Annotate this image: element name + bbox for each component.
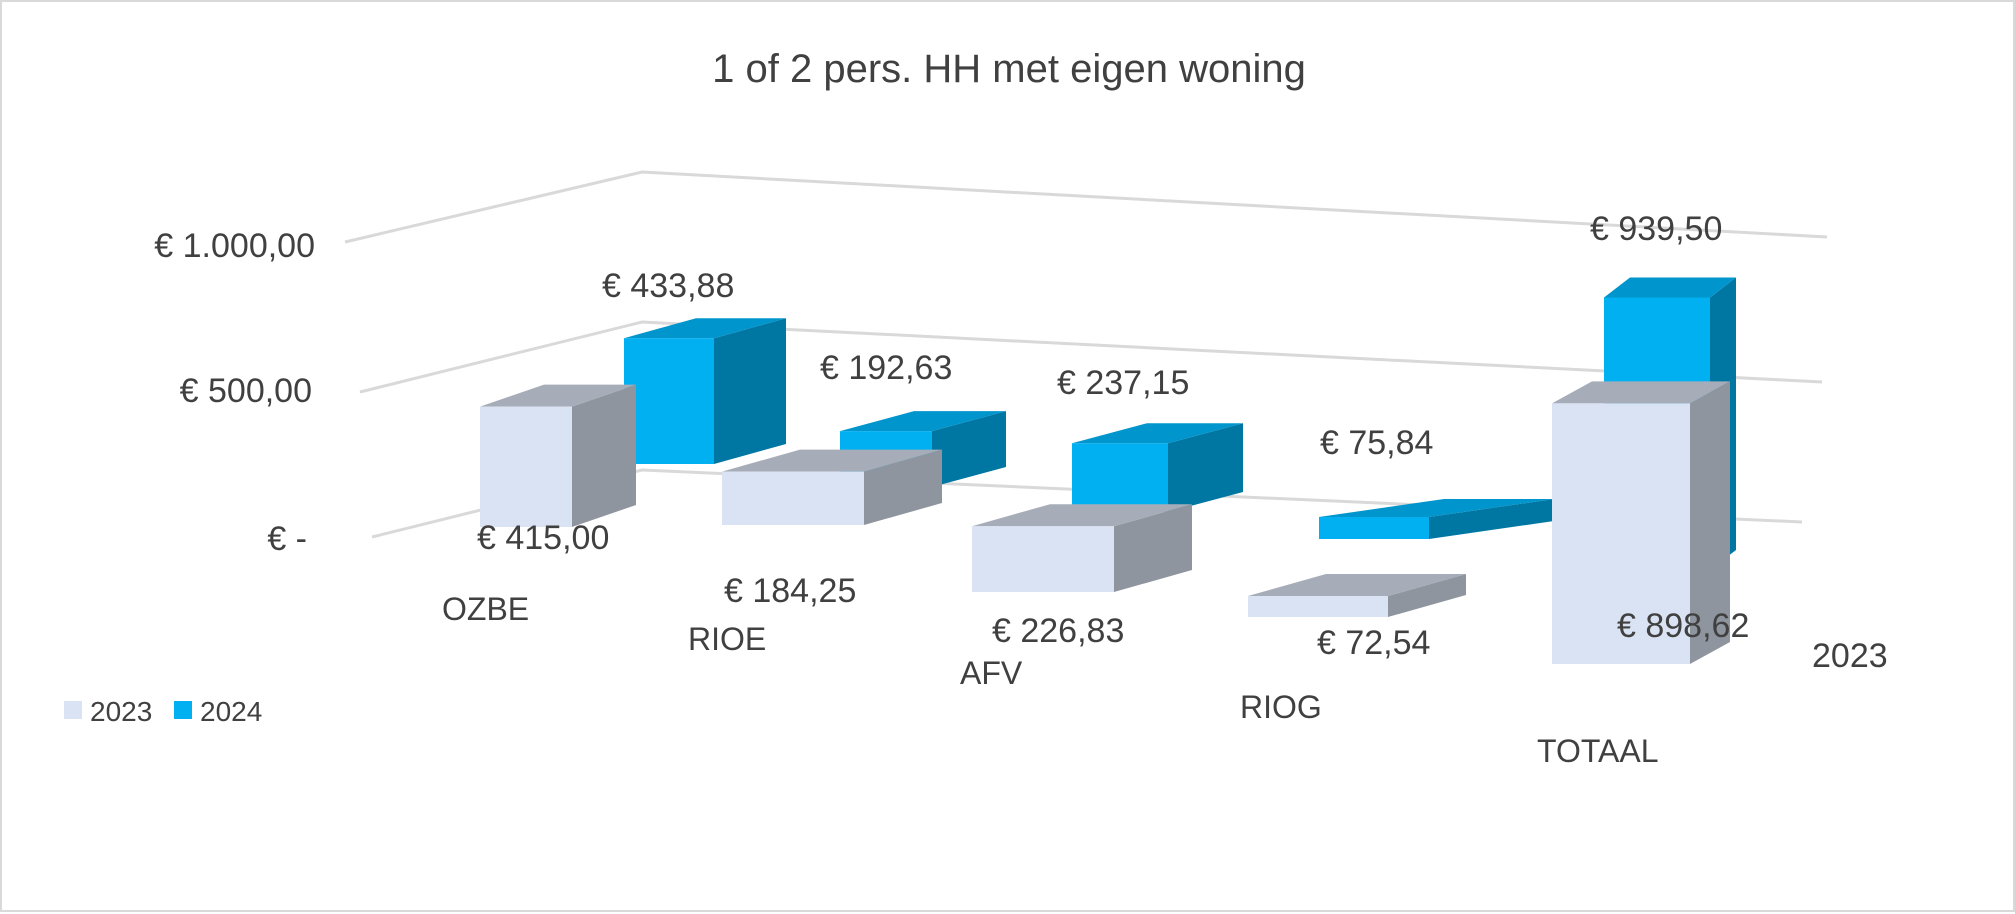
- bar-2023-ozbe: [480, 384, 636, 527]
- gridline: [344, 170, 1828, 244]
- value-label: € 939,50: [1590, 210, 1722, 248]
- category-labels: OZBE RIOE AFV RIOG TOTAAL: [442, 591, 1659, 769]
- category-label: RIOG: [1240, 689, 1322, 725]
- y-tick-label: € -: [267, 520, 307, 558]
- bar-2023-afv: [972, 504, 1192, 592]
- value-label: € 898,62: [1617, 607, 1749, 645]
- y-axis-ticks: € - € 500,00 € 1.000,00: [154, 227, 315, 558]
- depth-axis-label: 2023: [1812, 637, 1888, 675]
- value-label: € 433,88: [602, 267, 734, 305]
- value-label: € 184,25: [724, 572, 856, 610]
- category-label: AFV: [960, 655, 1023, 691]
- legend-swatch-2024: [174, 701, 192, 719]
- value-label: € 192,63: [820, 349, 952, 387]
- legend-label-2024: 2024: [200, 696, 262, 727]
- value-labels: € 415,00 € 184,25 € 226,83 € 72,54 € 898,62 €…: [477, 210, 1749, 662]
- y-tick-label: € 1.000,00: [154, 227, 315, 265]
- value-label: € 72,54: [1317, 624, 1430, 662]
- bar-2024-afv: [1072, 423, 1243, 512]
- legend-label-2023: 2023: [90, 696, 152, 727]
- value-label: € 415,00: [477, 519, 609, 557]
- y-tick-label: € 500,00: [180, 372, 312, 410]
- bars: [480, 277, 1736, 664]
- category-label: RIOE: [688, 621, 766, 657]
- bar-2023-totaal: [1552, 381, 1730, 664]
- bar-2024-ozbe: [624, 318, 786, 464]
- value-label: € 237,15: [1057, 364, 1189, 402]
- category-label: OZBE: [442, 591, 529, 627]
- value-label: € 75,84: [1320, 424, 1433, 462]
- legend: 2023 2024: [64, 696, 262, 727]
- bar-2023-riog: [1248, 574, 1466, 617]
- chart-title: 1 of 2 pers. HH met eigen woning: [712, 47, 1306, 91]
- category-label: TOTAAL: [1537, 733, 1659, 769]
- value-label: € 226,83: [992, 612, 1124, 650]
- gridline: [359, 320, 1823, 394]
- bar-2024-riog: [1319, 499, 1554, 539]
- bar-2023-rioe: [722, 449, 942, 525]
- legend-swatch-2023: [64, 701, 82, 719]
